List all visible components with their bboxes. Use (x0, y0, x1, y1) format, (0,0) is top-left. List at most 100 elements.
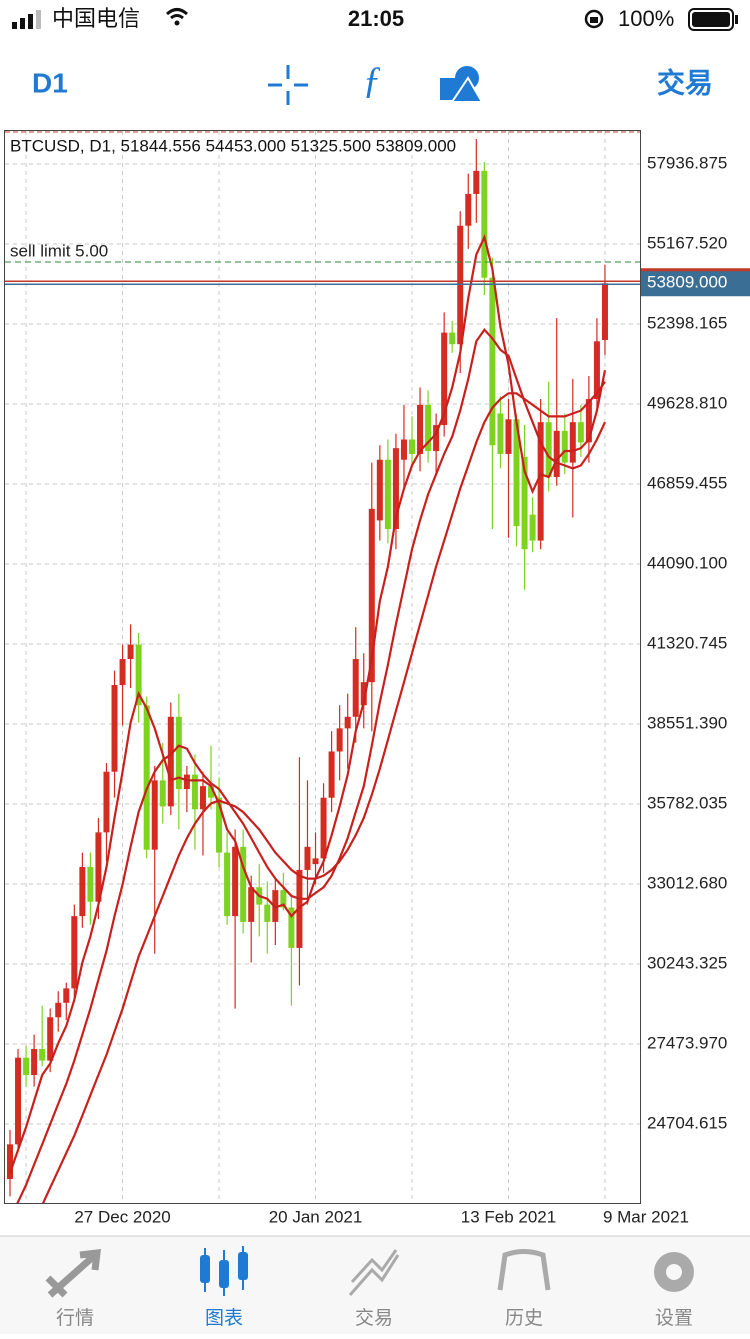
y-tick-label: 30243.325 (647, 953, 727, 972)
candle-body (360, 682, 367, 706)
candle-body (39, 1049, 46, 1061)
y-tick-label: 55167.520 (647, 233, 727, 252)
candle-body (513, 419, 520, 527)
candle-body (167, 716, 174, 807)
y-tick-label: 33012.680 (647, 873, 727, 892)
candle-body (384, 459, 391, 530)
candle-body (47, 1017, 54, 1061)
moving-average (8, 234, 607, 1174)
y-tick-label: 49628.810 (647, 393, 727, 412)
candle-body (224, 852, 231, 917)
price-tag-label: 53809.000 (647, 273, 727, 292)
candle-body (143, 705, 150, 850)
candle-body (376, 459, 383, 521)
objects-button[interactable] (440, 66, 484, 103)
candle-body (425, 404, 432, 452)
candle-body (521, 456, 528, 550)
candle-body (400, 439, 407, 460)
chart-title: BTCUSD, D1, 51844.556 54453.000 51325.50… (10, 136, 456, 155)
candle-body (191, 774, 198, 810)
candle-body (208, 786, 214, 798)
y-tick-label: 44090.100 (647, 553, 727, 572)
moving-average (41, 381, 606, 1203)
candle-body (553, 430, 560, 478)
candle-body (248, 887, 255, 922)
tab-bar (0, 1235, 750, 1334)
candle-body (199, 786, 206, 810)
candle-body (545, 422, 552, 478)
candle-body (95, 832, 102, 902)
candle-body (392, 448, 399, 530)
candle-body (433, 425, 440, 452)
candle-body (55, 1002, 62, 1018)
candle-body (489, 277, 496, 446)
candle-body (593, 341, 600, 400)
tab-label[interactable]: 图表 (205, 1307, 243, 1329)
candle-body (368, 508, 375, 683)
candle-body (449, 332, 456, 345)
candle-body (15, 1057, 22, 1145)
clock: 21:05 (348, 6, 404, 31)
candle-body (31, 1049, 38, 1076)
candle-body (417, 404, 424, 454)
candle-body (537, 422, 544, 541)
x-tick-label: 13 Feb 2021 (461, 1207, 556, 1226)
candle-body (63, 988, 70, 1003)
candle-body (409, 439, 415, 454)
candle-body (577, 422, 584, 443)
chart-frame (4, 130, 641, 1204)
y-tick-label: 46859.455 (647, 473, 727, 492)
x-tick-label: 9 Mar 2021 (603, 1207, 689, 1226)
candle-body (175, 716, 182, 790)
moving-average (16, 327, 606, 1203)
candle-body (481, 170, 488, 278)
candle-body (240, 846, 247, 922)
toolbar: D1 ƒ 交易 (32, 60, 713, 105)
y-tick-label: 57936.875 (647, 153, 727, 172)
candle-body (135, 644, 142, 706)
y-tick-label: 35782.035 (647, 793, 727, 812)
y-tick-label: 24704.615 (647, 1113, 727, 1132)
candle-body (87, 867, 94, 902)
candle-body (71, 916, 78, 989)
candle-body (304, 846, 311, 870)
candle-body (183, 774, 190, 790)
tab-label[interactable]: 交易 (355, 1307, 393, 1329)
price-tag-edge (641, 268, 750, 272)
y-tick-label: 27473.970 (647, 1033, 727, 1052)
y-tick-label: 41320.745 (647, 633, 727, 652)
tab-label[interactable]: 历史 (505, 1307, 543, 1329)
candle-body (7, 1144, 13, 1180)
candle-body (344, 716, 351, 729)
carrier: 中国电信 (52, 6, 140, 31)
timeframe-button[interactable]: D1 (32, 67, 68, 98)
candle-body (561, 430, 568, 463)
candle-body (505, 419, 512, 454)
candle-body (151, 780, 158, 850)
candle-body (585, 399, 592, 443)
candle-body (497, 413, 504, 454)
candle-body (569, 422, 576, 463)
candle-body (103, 771, 110, 833)
candle-body (465, 193, 472, 226)
y-tick-label: 52398.165 (647, 313, 727, 332)
candle-body (23, 1057, 30, 1076)
candle-body (216, 797, 223, 853)
y-tick-label: 38551.390 (647, 713, 727, 732)
candle-body (441, 332, 448, 426)
candle-body (111, 685, 118, 772)
candle-body (232, 846, 239, 917)
battery-level: 100% (618, 6, 674, 31)
crosshair-button[interactable] (268, 65, 308, 105)
candle-body (280, 890, 287, 908)
candle-body (529, 514, 536, 541)
trade-button[interactable]: 交易 (657, 66, 713, 98)
candle-body (264, 904, 271, 922)
status-bar: 中国电信 21:05 100% (12, 6, 738, 31)
indicators-button[interactable]: ƒ (363, 60, 382, 102)
sell-limit-label: sell limit 5.00 (10, 241, 108, 260)
tab-label[interactable]: 设置 (655, 1307, 693, 1329)
tab-label[interactable]: 行情 (56, 1307, 94, 1329)
